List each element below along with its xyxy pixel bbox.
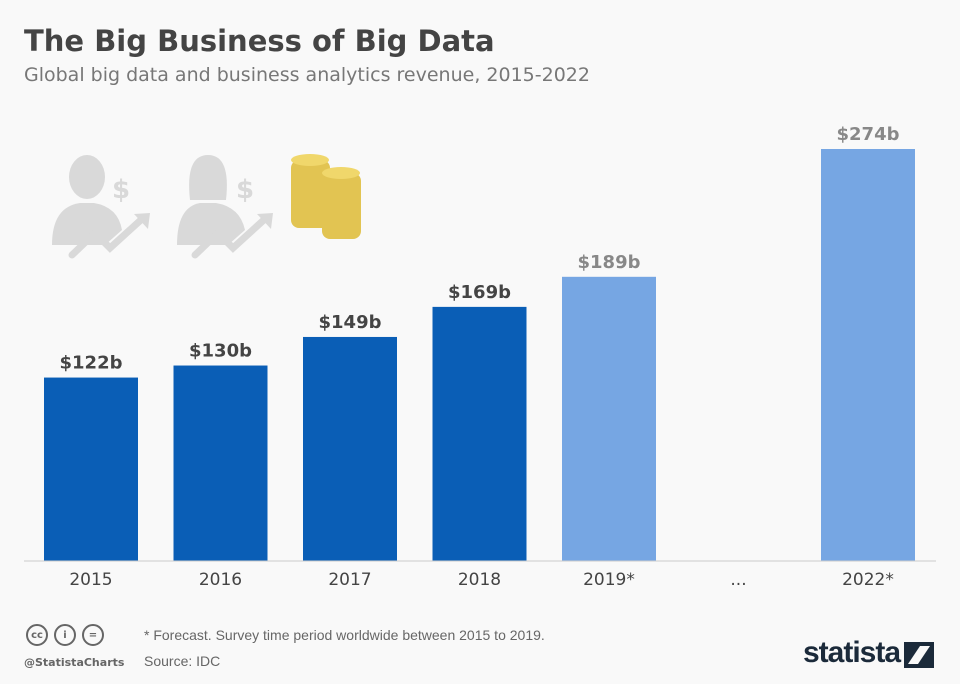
data-label: $130b [189, 341, 252, 362]
bar [173, 365, 268, 561]
attribution-icon: i [54, 624, 76, 646]
x-tick-label: 2017 [328, 570, 371, 590]
x-tick-label: 2016 [199, 570, 242, 590]
svg-text:$: $ [112, 175, 130, 205]
bar [44, 377, 138, 561]
data-label: $169b [448, 282, 511, 303]
forecast-note: * Forecast. Survey time period worldwide… [144, 627, 545, 643]
statista-logo-mark [904, 642, 934, 668]
chart-title: The Big Business of Big Data [24, 24, 495, 58]
data-label: $149b [319, 312, 382, 333]
cc-icon: cc [26, 624, 48, 646]
data-label: $274b [837, 124, 900, 145]
bar [562, 276, 656, 561]
bar [821, 149, 915, 561]
statista-logo[interactable]: statista [803, 636, 901, 669]
data-label: $189b [578, 252, 641, 273]
x-tick-label: 2015 [69, 570, 112, 590]
x-tick-label: 2018 [458, 570, 501, 590]
chart-subtitle: Global big data and business analytics r… [24, 64, 590, 86]
bar [303, 336, 397, 561]
no-derivatives-icon: = [82, 624, 104, 646]
data-label: $122b [60, 353, 123, 374]
coins-icon [291, 154, 361, 239]
businessman-dollar-icon: $ [52, 155, 150, 259]
x-tick-label: 2019* [583, 570, 635, 590]
x-tick-label: ... [730, 570, 746, 590]
businesswoman-dollar-icon: $ [177, 155, 273, 259]
twitter-handle[interactable]: @StatistaCharts [24, 656, 125, 669]
x-tick-label: 2022* [842, 570, 894, 590]
source: Source: IDC [144, 653, 221, 669]
bar [432, 306, 527, 561]
creative-commons-icons: cc i = [26, 624, 104, 646]
svg-text:$: $ [236, 175, 254, 205]
